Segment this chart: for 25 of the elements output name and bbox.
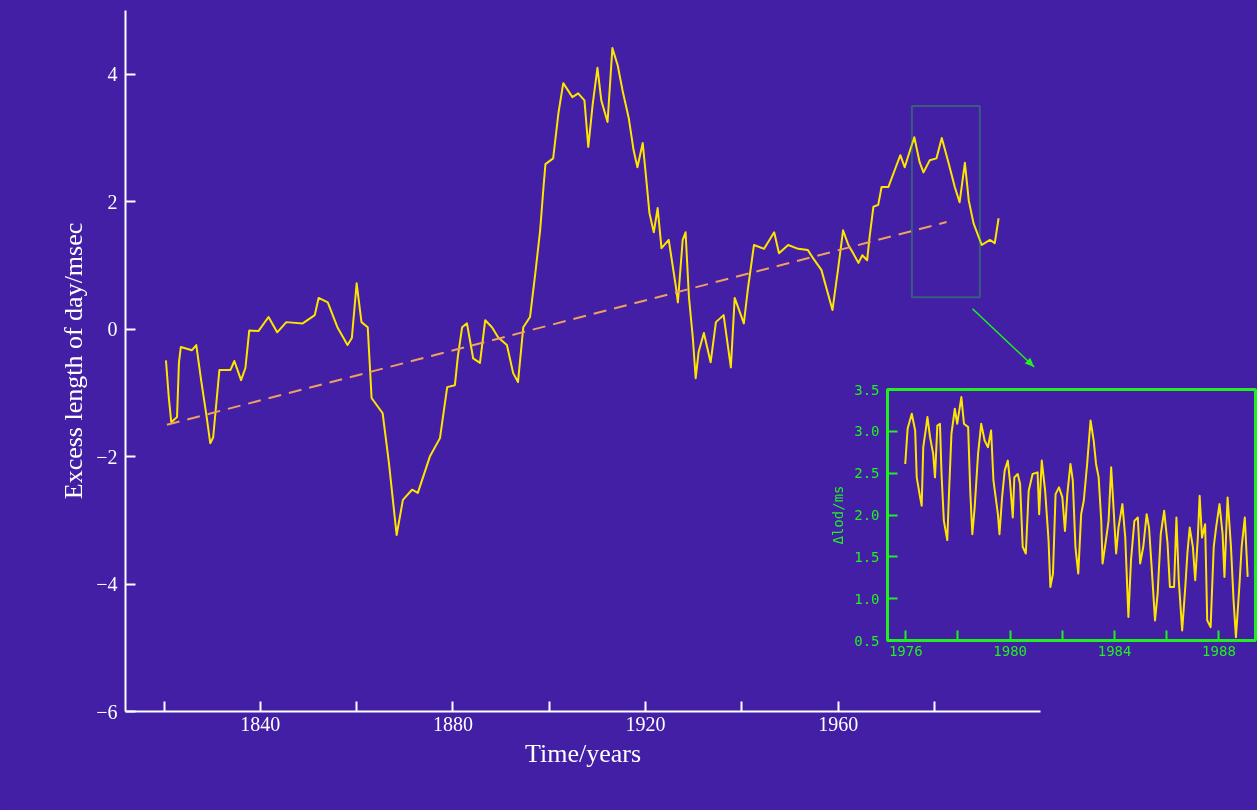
y-tick-label: 2 xyxy=(107,190,118,213)
y-tick-label: 4 xyxy=(107,63,118,86)
y-tick-label: 1.0 xyxy=(854,590,880,607)
x-tick-label: 1840 xyxy=(240,712,281,735)
x-tick-label: 1976 xyxy=(888,642,923,659)
x-tick-label: 1920 xyxy=(625,712,666,735)
y-tick-label: 3.5 xyxy=(854,381,880,398)
x-axis-title: Time/years xyxy=(524,738,642,768)
x-tick-label: 1960 xyxy=(818,712,859,735)
y-tick-label: 0 xyxy=(107,318,118,341)
y-tick-label: 3.0 xyxy=(854,423,880,440)
x-tick-label: 1880 xyxy=(432,712,473,735)
y-tick-label: −6 xyxy=(96,700,118,723)
y-tick-label: 1.5 xyxy=(854,548,880,565)
x-tick-label: 1980 xyxy=(993,642,1028,659)
y-tick-label: −4 xyxy=(96,573,118,596)
y-axis-title: Excess length of day/msec xyxy=(59,222,89,500)
y-tick-label: 2.0 xyxy=(854,507,880,523)
y-tick-label: −2 xyxy=(96,445,118,468)
line-series xyxy=(904,396,1249,639)
y-tick-label: 0.5 xyxy=(854,632,880,649)
y-tick-label: 2.5 xyxy=(854,465,880,482)
x-tick-label: 1984 xyxy=(1097,642,1132,659)
y-axis-title: Δlod/ms xyxy=(830,485,847,545)
x-tick-label: 1988 xyxy=(1202,642,1236,659)
